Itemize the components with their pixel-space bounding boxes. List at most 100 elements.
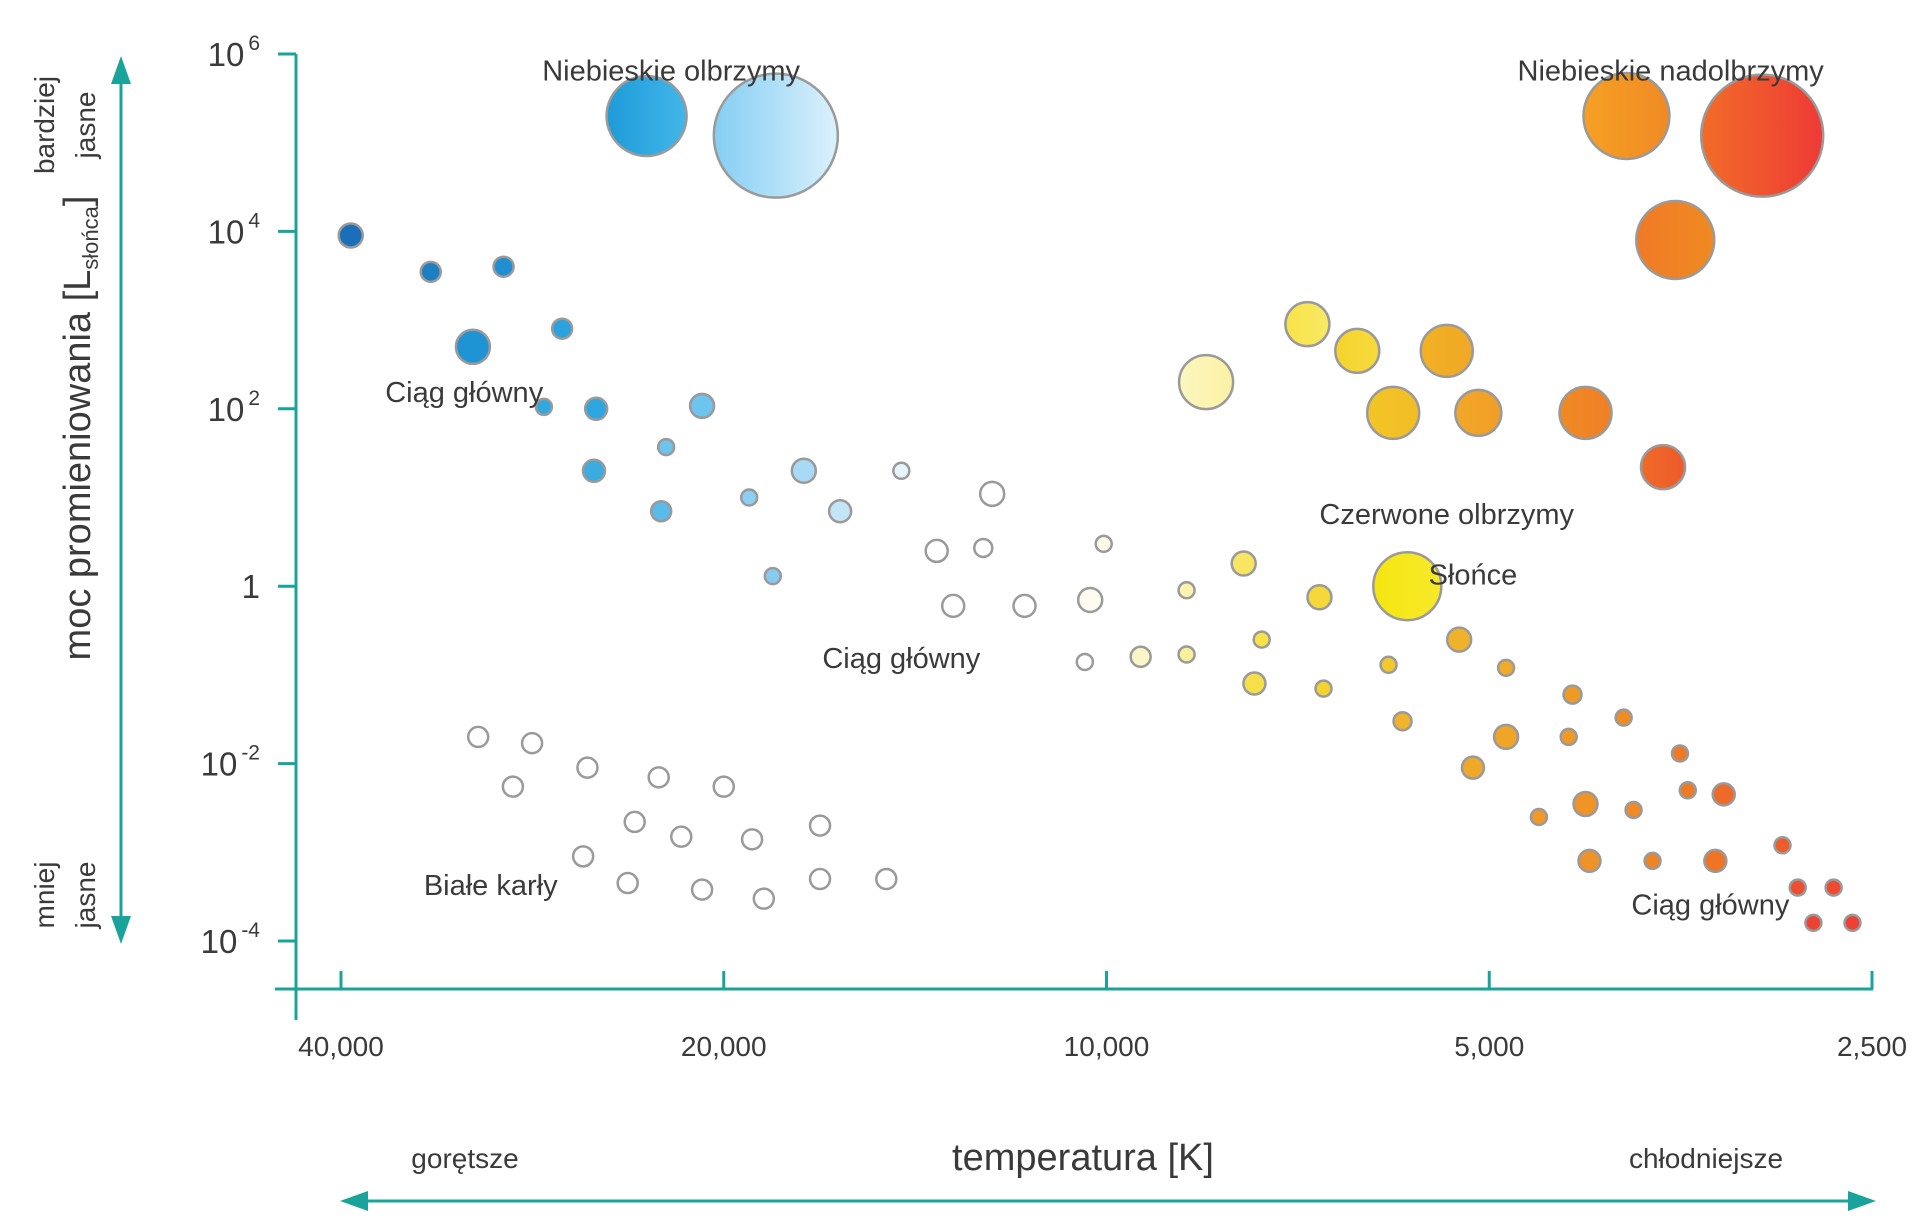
- star-point: [1703, 848, 1728, 874]
- y-tick-exponent: 4: [248, 209, 260, 232]
- star-point: [616, 871, 639, 895]
- star-point: [1379, 655, 1398, 675]
- star-point: [1129, 645, 1152, 669]
- star-point: [1284, 300, 1331, 348]
- y-axis-title-main: moc promieniowania [L: [57, 270, 99, 661]
- series-group: [605, 72, 840, 199]
- star-point: [790, 457, 818, 485]
- star-point: [1094, 534, 1113, 554]
- series-group: [924, 480, 1333, 698]
- star-point: [1306, 584, 1333, 611]
- star-point: [875, 867, 898, 891]
- y-tick-base: 10: [208, 213, 245, 250]
- y-tick-label: 10 -2: [201, 742, 260, 783]
- star-point: [1824, 878, 1843, 897]
- y-tick-base: 10: [201, 923, 238, 960]
- star-point: [1559, 727, 1578, 747]
- x-tick-label: 5,000: [1454, 1031, 1524, 1062]
- y-tick-exponent: -4: [241, 919, 260, 942]
- stars: [337, 71, 1862, 933]
- star-point: [1076, 586, 1104, 614]
- star-point: [1678, 781, 1698, 800]
- star-point: [712, 775, 735, 798]
- x-tick-label: 2,500: [1837, 1031, 1907, 1062]
- star-point: [1804, 913, 1823, 933]
- star-point: [1177, 581, 1196, 600]
- star-point: [1624, 800, 1643, 820]
- vertical-brightness-arrow: [111, 56, 131, 944]
- brighter-label-1: bardziej: [29, 76, 60, 174]
- star-point: [763, 566, 783, 586]
- star-point: [649, 499, 673, 523]
- y-tick-exponent: 6: [248, 32, 260, 55]
- star-point: [656, 437, 676, 457]
- y-tick-label: 10 2: [208, 387, 260, 428]
- star-point: [973, 537, 994, 559]
- x-tick-label: 40,000: [298, 1031, 384, 1062]
- region-label: Białe karły: [424, 870, 558, 902]
- y-tick-base: 10: [208, 391, 245, 428]
- horizontal-temperature-arrow: [340, 1191, 1876, 1211]
- dimmer-label-2: jasne: [70, 862, 101, 930]
- y-tick-label: 10 6: [208, 32, 260, 73]
- star-point: [1577, 848, 1602, 874]
- star-point: [752, 887, 776, 910]
- star-point: [1572, 790, 1599, 818]
- star-point: [576, 756, 599, 779]
- star-point: [1252, 630, 1271, 649]
- star-point: [924, 538, 949, 564]
- star-point: [1454, 388, 1503, 438]
- star-point: [892, 461, 911, 481]
- region-label: Czerwone olbrzymy: [1319, 499, 1574, 531]
- arrow-left-icon: [340, 1191, 368, 1211]
- y-tick-label: 10 -4: [201, 919, 261, 960]
- x-tick-label: 10,000: [1064, 1031, 1150, 1062]
- region-label: Ciąg główny: [1631, 889, 1789, 921]
- y-tick-exponent: 2: [248, 387, 260, 410]
- y-axis-title: moc promieniowania [Lsłońca]: [57, 196, 103, 661]
- star-point: [1699, 73, 1825, 198]
- star-point: [1419, 323, 1475, 379]
- star-point: [1392, 711, 1413, 732]
- y-axis-title-sub: słońca: [78, 205, 103, 269]
- y-tick-base: 10: [208, 36, 245, 73]
- star-point: [1177, 353, 1235, 411]
- series-group: [466, 725, 898, 910]
- star-point: [550, 317, 574, 340]
- star-point: [1614, 708, 1633, 727]
- star-point: [647, 766, 670, 789]
- y-tick-exponent: -2: [241, 742, 260, 765]
- dimmer-label-1: mniej: [29, 862, 60, 929]
- series-group: [1379, 626, 1862, 933]
- arrow-down-icon: [111, 916, 131, 944]
- series-group: [1177, 300, 1687, 491]
- star-point: [581, 458, 607, 484]
- region-label: Niebieskie nadolbrzymy: [1518, 56, 1825, 88]
- star-point: [1711, 782, 1736, 807]
- star-point: [1372, 550, 1443, 622]
- star-point: [1365, 385, 1421, 441]
- star-point: [1562, 684, 1583, 705]
- star-point: [739, 488, 759, 507]
- hotter-label: gorętsze: [411, 1143, 518, 1174]
- star-point: [808, 867, 832, 891]
- star-point: [1643, 851, 1662, 871]
- region-label: Ciąg główny: [385, 377, 543, 409]
- star-point: [1334, 327, 1381, 375]
- star-point: [337, 222, 364, 249]
- star-point: [1012, 593, 1037, 619]
- star-point: [571, 845, 595, 868]
- cooler-label: chłodniejsze: [1629, 1143, 1783, 1174]
- star-point: [1529, 807, 1549, 827]
- annotations: Niebieskie olbrzymy Niebieskie nadolbrzym…: [385, 56, 1824, 922]
- star-point: [1639, 443, 1687, 491]
- y-tick-label: 10 4: [208, 209, 261, 250]
- star-point: [1843, 913, 1862, 933]
- star-point: [419, 260, 442, 284]
- region-label: Ciąg główny: [822, 643, 980, 675]
- star-point: [1075, 652, 1095, 672]
- star-point: [1492, 723, 1520, 751]
- star-point: [583, 396, 609, 422]
- star-point: [670, 825, 693, 848]
